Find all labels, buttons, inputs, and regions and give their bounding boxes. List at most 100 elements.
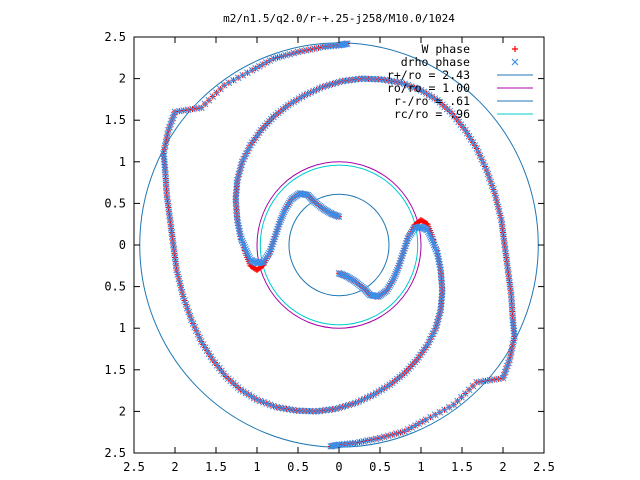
drho-phase-point: [389, 276, 397, 284]
drho-phase-point: [327, 442, 335, 450]
y-tick-label: 1: [119, 155, 126, 169]
drho-phase-point: [327, 42, 335, 50]
legend-label: W phase: [422, 42, 471, 56]
drho-phase-point: [239, 239, 247, 247]
drho-phase-point: [328, 442, 336, 450]
circle-1: [256, 161, 422, 329]
legend-label: rc/ro = .96: [394, 107, 470, 121]
plot-frame: [133, 36, 545, 454]
drho-phase-point: [161, 166, 169, 174]
drho-phase-point: [306, 46, 314, 53]
drho-phase-point: [230, 76, 237, 84]
x-tick-label: 0.5: [287, 460, 309, 474]
drho-phase-point: [279, 212, 286, 220]
drho-phase-point: [335, 41, 343, 49]
y-tick-label: 1.5: [104, 113, 126, 127]
drho-phase-point: [280, 208, 288, 216]
drho-phase-point: [364, 437, 372, 444]
drho-phase-point: [510, 330, 518, 338]
drho-phase-point: [203, 347, 211, 355]
drho-phase-point: [411, 422, 419, 429]
drho-phase-point: [485, 174, 493, 182]
drho-phase-point: [315, 44, 322, 52]
drho-phase-point: [488, 182, 496, 190]
drho-phase-point: [191, 323, 199, 331]
drho-phase-point: [337, 41, 344, 49]
drho-phase-point: [246, 254, 253, 262]
drho-phase-point: [349, 439, 357, 447]
drho-phase-point: [331, 442, 339, 449]
x-tick-label: 2.5: [533, 460, 555, 474]
drho-phase-point: [432, 245, 440, 253]
drho-phase-point: [278, 53, 285, 60]
drho-phase-point: [182, 300, 190, 308]
drho-phase-point: [238, 235, 245, 243]
drho-phase-point: [225, 79, 233, 87]
drho-phase-point: [430, 241, 438, 249]
drho-phase-point: [366, 291, 374, 299]
drho-phase-point: [450, 401, 458, 409]
drho-phase-point: [244, 69, 251, 77]
drho-phase-point: [427, 233, 435, 241]
circle-0: [139, 42, 539, 448]
drho-phase-point: [376, 434, 384, 442]
drho-phase-point: [346, 440, 354, 447]
drho-phase-point: [285, 199, 293, 207]
drho-phase-point: [197, 338, 205, 345]
drho-phase-point: [241, 243, 249, 251]
drho-phase-point: [282, 51, 290, 59]
drho-phase-point: [255, 63, 263, 70]
drho-phase-point: [483, 166, 490, 174]
drho-phase-point: [209, 356, 217, 364]
drho-phase-point: [510, 324, 518, 332]
drho-phase-point: [277, 216, 285, 224]
drho-phase-point: [393, 266, 401, 274]
drho-phase-point: [401, 428, 408, 435]
drho-phase-point: [239, 71, 247, 79]
x-tick-label: 1.5: [205, 460, 227, 474]
circle-3: [259, 164, 419, 326]
drho-phase-point: [281, 206, 289, 214]
drho-phase-point: [302, 46, 310, 54]
x-tick-label: 2: [499, 460, 506, 474]
drho-phase-point: [301, 191, 309, 198]
drho-phase-point: [266, 57, 274, 64]
drho-phase-point: [436, 408, 444, 416]
drho-phase-point: [341, 40, 348, 48]
drho-phase-point: [324, 43, 332, 50]
circles-layer: [139, 42, 539, 448]
drho-phase-point: [424, 226, 431, 234]
drho-phase-point: [242, 247, 250, 255]
drho-phase-point: [339, 41, 347, 48]
drho-phase-point: [433, 247, 440, 255]
drho-phase-point: [286, 50, 294, 58]
drho-phase-point: [304, 191, 312, 199]
drho-phase-point: [475, 148, 482, 156]
drho-phase-point: [342, 40, 350, 48]
drho-phase-point: [278, 214, 285, 222]
drho-phase-point: [238, 237, 246, 245]
y-tick-label: 2.5: [104, 446, 126, 460]
drho-phase-point: [270, 55, 277, 62]
x-tick-label: 0.5: [369, 460, 391, 474]
drho-phase-point: [510, 322, 517, 329]
drho-phase-point: [393, 430, 400, 437]
drho-phase-point: [189, 320, 197, 327]
drho-phase-point: [425, 228, 432, 236]
legend-symbol: [511, 58, 519, 66]
drho-phase-point: [463, 129, 471, 137]
drho-phase-point: [368, 291, 375, 299]
drho-phase-point: [282, 204, 290, 212]
drho-phase-point: [465, 132, 473, 140]
drho-phase-point: [284, 201, 292, 209]
drho-phase-point: [283, 203, 291, 210]
drho-phase-point: [393, 268, 400, 276]
markers-layer: [160, 40, 518, 450]
drho-phase-point: [429, 239, 437, 247]
drho-phase-point: [476, 152, 484, 160]
drho-phase-point: [390, 274, 398, 282]
drho-phase-point: [388, 278, 396, 286]
drho-phase-point: [205, 350, 213, 358]
drho-phase-point: [380, 433, 388, 441]
